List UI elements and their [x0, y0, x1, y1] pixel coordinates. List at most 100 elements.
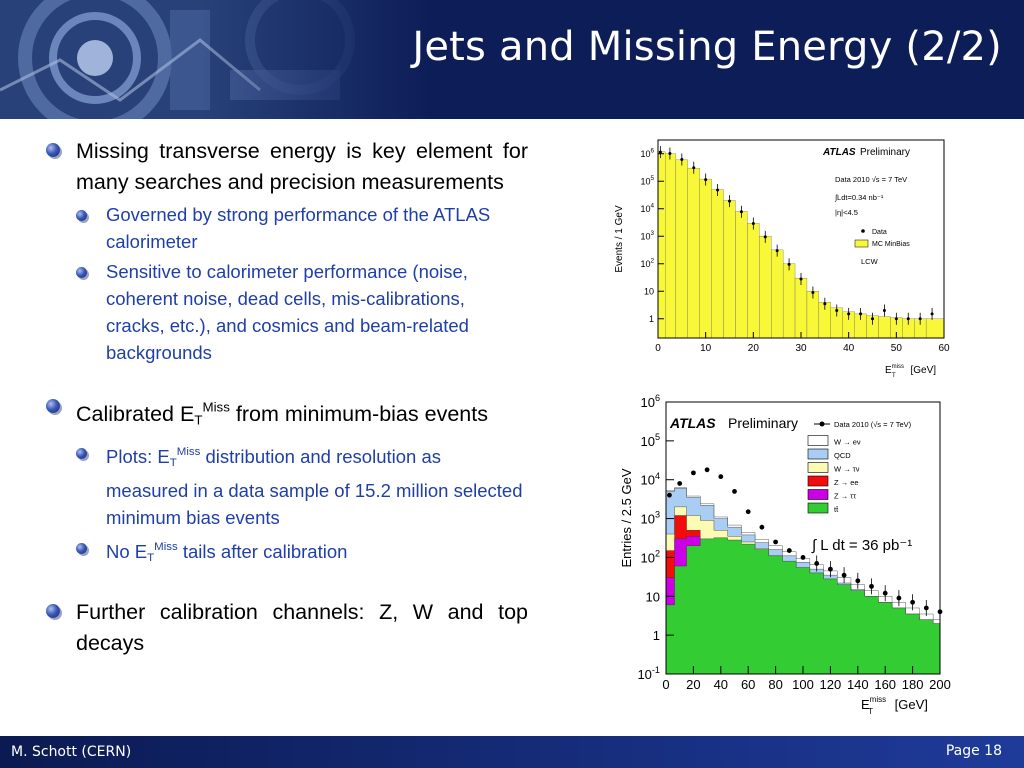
data-point — [882, 590, 888, 596]
axis-ticks: 0 20 40 60 80 100 120 140 160 180 200 10-1 1 10 102 103… — [637, 393, 950, 692]
x-tick-label: 40 — [843, 343, 855, 354]
data-point — [692, 166, 696, 170]
y-tick-label: 106 — [640, 148, 654, 159]
mc-bar — [735, 211, 748, 339]
data-point — [823, 302, 827, 306]
data-point — [745, 509, 751, 515]
met-physics-plot: 0 20 40 60 80 100 120 140 160 180 200 10-1 1 10 102 103… — [619, 393, 951, 716]
legend-label: tt̄ — [834, 505, 839, 514]
bullet-calibrated-met: Calibrated ETMiss from minimum-bias even… — [44, 392, 528, 436]
met-distribution-plot: 0 10 20 30 40 50 60 1 10 102 103 104 105 106 Events /… — [614, 139, 950, 379]
legend-label: Z → ττ — [834, 492, 856, 501]
data-point — [814, 561, 820, 566]
data-point — [811, 291, 815, 295]
x-tick-label: 120 — [820, 677, 842, 692]
y-axis-label: Entries / 2.5 GeV — [619, 468, 634, 567]
data-point — [667, 492, 672, 498]
x-tick-label: 40 — [714, 677, 728, 692]
data-point — [841, 572, 847, 578]
lumi-label: ∫ L dt = 36 pb⁻¹ — [811, 537, 912, 554]
preliminary-label: Preliminary — [728, 415, 798, 431]
x-tick-label: 100 — [792, 677, 814, 692]
y-tick-label: 10-1 — [637, 665, 660, 682]
bullet-text: Sensitive to calorimeter performance (no… — [106, 261, 469, 363]
bullet-icon — [76, 267, 87, 278]
x-tick-label: 50 — [891, 343, 903, 354]
data-point — [739, 210, 743, 214]
legend-mc-label: MC MinBias — [872, 241, 910, 248]
y-tick-label: 103 — [640, 510, 660, 527]
data-point — [763, 235, 767, 239]
data-point — [871, 317, 874, 321]
info-line: |η|<4.5 — [835, 208, 858, 217]
title-bar: Jets and Missing Energy (2/2) — [0, 0, 1024, 119]
data-point — [751, 222, 755, 226]
data-point — [799, 277, 803, 281]
y-tick-label: 104 — [640, 203, 654, 214]
lcw-label: LCW — [861, 257, 879, 266]
bullet-text: No ETMiss tails after calibration — [106, 540, 348, 564]
legend-swatch — [807, 462, 829, 473]
data-point — [775, 249, 779, 253]
sub-bullet-no-tails: No ETMiss tails after calibration — [74, 534, 528, 572]
legend-swatch — [807, 502, 829, 514]
slide-title: Jets and Missing Energy (2/2) — [412, 24, 1002, 70]
data-point — [773, 539, 778, 545]
x-tick-label: 60 — [741, 677, 755, 692]
bullet-icon — [46, 143, 60, 157]
y-tick-label: 1 — [649, 314, 654, 324]
y-tick-label: 105 — [640, 175, 654, 186]
x-tick-label: 20 — [748, 343, 760, 354]
y-tick-label: 102 — [640, 549, 660, 566]
data-points — [658, 146, 934, 325]
legend-label: W → eν — [834, 438, 861, 447]
data-point — [691, 470, 696, 476]
legend-data-marker — [861, 229, 865, 233]
bullet-text: Plots: ETMiss distribution and resolutio… — [106, 445, 523, 528]
mc-bar — [699, 178, 712, 339]
legend-label: W → τν — [834, 465, 860, 474]
data-point — [923, 605, 929, 611]
bullet-text: Further calibration channels: Z, W and t… — [76, 600, 528, 656]
x-tick-label: 80 — [768, 677, 782, 692]
bullet-icon — [46, 604, 60, 619]
atlas-label: ATLAS — [669, 415, 716, 431]
bullet-missing-energy: Missing transverse energy is key element… — [44, 136, 528, 198]
data-point — [677, 481, 683, 486]
y-tick-label: 10 — [644, 286, 654, 296]
mc-bar — [878, 316, 891, 339]
x-axis-label: Emiss T [GeV] — [861, 695, 928, 716]
preliminary-label: Preliminary — [860, 147, 910, 158]
legend: W → eν QCD W → τν Z → ee Z → ττ tt̄ — [807, 435, 861, 514]
data-point — [847, 312, 851, 316]
data-point — [759, 524, 765, 530]
data-point — [716, 188, 720, 192]
sub-bullet-calorimeter: Governed by strong performance of the AT… — [74, 201, 528, 255]
mc-bar — [657, 151, 666, 339]
x-tick-label: 180 — [902, 677, 924, 692]
bullet-icon — [46, 399, 60, 413]
mc-bar — [794, 277, 808, 339]
y-tick-label: 106 — [640, 393, 660, 410]
data-point — [718, 474, 724, 480]
x-tick-label: 200 — [929, 677, 951, 692]
mc-bar — [723, 200, 736, 339]
mc-histogram — [657, 151, 945, 339]
data-point — [728, 199, 731, 203]
legend-swatch — [807, 448, 829, 460]
mc-bar — [665, 153, 677, 339]
x-tick-label: 10 — [700, 343, 712, 354]
bullet-text: Calibrated ETMiss from minimum-bias even… — [76, 400, 488, 428]
footer-author: M. Schott (CERN) — [11, 744, 132, 760]
legend-label: QCD — [834, 451, 851, 460]
data-point — [704, 467, 710, 473]
bullet-icon — [76, 542, 87, 554]
data-point — [786, 548, 792, 553]
data-point — [930, 312, 934, 316]
page-number: Page 18 — [945, 743, 1002, 759]
sub-bullet-sensitivity: Sensitive to calorimeter performance (no… — [74, 258, 528, 366]
data-point — [882, 308, 886, 312]
mc-bar — [759, 236, 772, 339]
mc-bar — [782, 263, 796, 339]
x-tick-label: 0 — [662, 677, 669, 692]
